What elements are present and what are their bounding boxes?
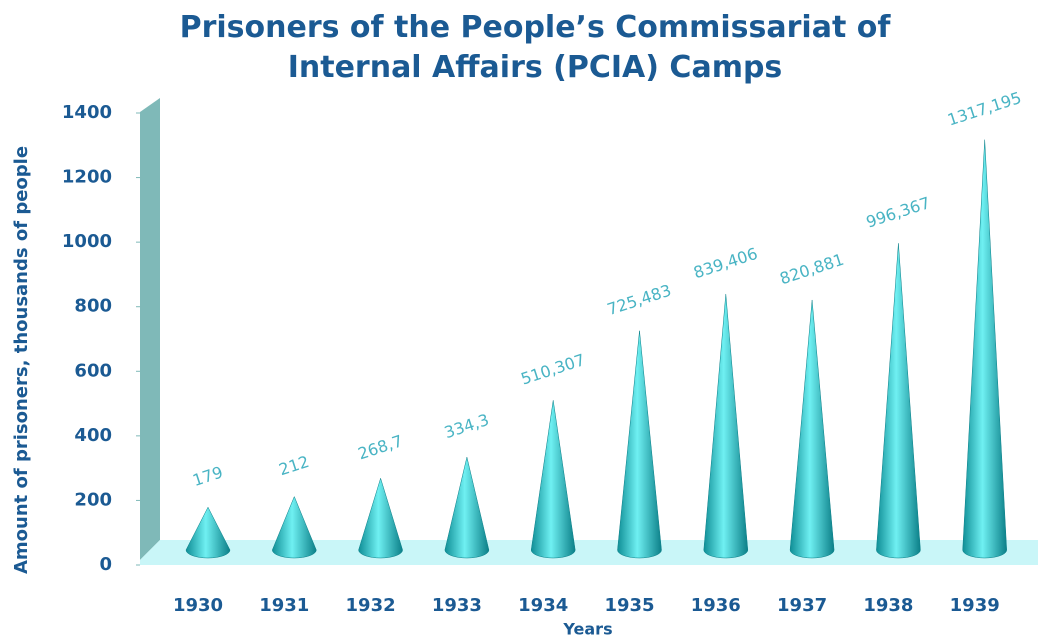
cone [358,477,403,559]
x-tick-label: 1938 [863,595,913,616]
cone [185,506,231,559]
value-label: 179 [190,463,225,491]
value-label: 725,483 [605,281,674,320]
value-label: 268,7 [356,431,405,463]
y-tick-label: 0 [99,554,112,575]
cone [962,139,1007,559]
value-label: 510,307 [518,350,587,389]
x-tick-label: 1936 [691,595,741,616]
y-tick-label: 1400 [62,102,112,123]
x-tick-label: 1932 [346,595,396,616]
cone [444,457,490,559]
y-tick-label: 1200 [62,167,112,188]
chart-title: Prisoners of the People’s Commissariat o… [179,10,891,85]
value-label: 334,3 [442,410,491,442]
x-axis-label: Years [562,620,612,638]
x-tick-label: 1939 [950,595,1000,616]
value-label: 839,406 [691,244,760,283]
y-tick-label: 1000 [62,231,112,252]
value-label: 212 [277,452,312,480]
x-tick-label: 1933 [432,595,482,616]
y-tick-label: 800 [74,296,112,317]
x-tick-label: 1937 [777,595,827,616]
back-wall [140,98,160,560]
cone [272,495,317,559]
x-tick-label: 1935 [604,595,654,616]
value-label: 1317,195 [945,88,1023,130]
y-axis-label: Amount of prisoners, thousands of people [11,146,32,574]
cone [703,293,749,559]
x-tick-label: 1930 [173,595,223,616]
cone [876,243,921,559]
y-tick-label: 600 [74,360,112,381]
x-tick-label: 1934 [518,595,568,616]
y-tick-label: 200 [74,489,112,510]
cone [530,400,576,559]
cone [789,299,835,559]
y-tick-label: 400 [74,425,112,446]
value-label: 820,881 [777,250,846,289]
value-label: 996,367 [864,193,933,232]
x-tick-label: 1931 [259,595,309,616]
cone [617,330,662,559]
